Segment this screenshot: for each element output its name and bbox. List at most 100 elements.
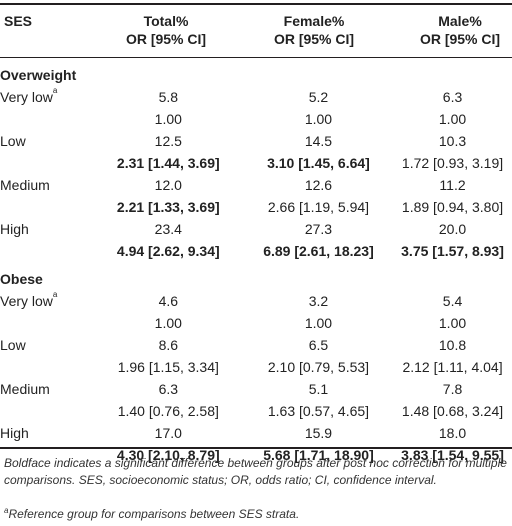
table-row: 1.00 1.00 1.00 — [0, 312, 512, 334]
cell-male: 11.2 — [439, 177, 466, 193]
cell-male: 1.89 [0.94, 3.80] — [401, 199, 504, 215]
cell-male: 7.8 — [442, 381, 463, 397]
cell-total: 12.0 — [154, 177, 182, 193]
cell-female: 27.3 — [304, 221, 333, 237]
cell-female: 1.00 — [304, 315, 333, 331]
table-row: Very lowa 4.6 3.2 5.4 — [0, 290, 512, 312]
cell-total: 6.3 — [158, 381, 179, 397]
row-label: Low — [0, 133, 26, 149]
table-row: 4.30 [2.10, 8.79] 5.68 [1.71, 18.90] 3.8… — [0, 444, 512, 466]
table-row: 1.40 [0.76, 2.58] 1.63 [0.57, 4.65] 1.48… — [0, 400, 512, 422]
footnote-marker: a — [52, 86, 58, 95]
cell-total: 12.5 — [154, 133, 182, 149]
row-label: Very low — [0, 293, 53, 309]
table-row: High 23.4 27.3 20.0 — [0, 218, 512, 240]
header-total: Total% OR [95% CI] — [91, 12, 241, 48]
cell-total: 1.96 [1.15, 3.34] — [117, 359, 219, 375]
cell-female: 1.00 — [304, 111, 333, 127]
cell-female: 14.5 — [304, 133, 333, 149]
cell-female: 5.2 — [308, 89, 329, 105]
table-row: Medium 6.3 5.1 7.8 — [0, 378, 512, 400]
row-label — [0, 240, 93, 262]
table-row: Low 8.6 6.5 10.8 — [0, 334, 512, 356]
header-male-line1: Male% — [438, 13, 482, 29]
row-label — [0, 356, 93, 378]
row-label — [0, 400, 93, 422]
cell-total: 17.0 — [154, 425, 182, 441]
cell-female: 5.1 — [308, 381, 329, 397]
section-overweight: Overweight — [0, 64, 512, 86]
header-female-line2: OR [95% CI] — [273, 31, 355, 47]
cell-female: 15.9 — [304, 425, 333, 441]
cell-female: 3.2 — [308, 293, 329, 309]
cell-male: 3.83 [1.54, 9.55] — [401, 447, 504, 463]
cell-male: 5.4 — [442, 293, 463, 309]
table-row: 2.31 [1.44, 3.69] 3.10 [1.45, 6.64] 1.72… — [0, 152, 512, 174]
table-row: 1.00 1.00 1.00 — [0, 108, 512, 130]
cell-female: 2.10 [0.79, 5.53] — [267, 359, 370, 375]
bottom-rule — [0, 447, 512, 449]
top-rule — [0, 3, 512, 5]
table-row: 4.94 [2.62, 9.34] 6.89 [2.61, 18.23] 3.7… — [0, 240, 512, 262]
cell-male: 3.75 [1.57, 8.93] — [401, 243, 504, 259]
row-label — [0, 152, 93, 174]
cell-total: 2.31 [1.44, 3.69] — [116, 155, 220, 171]
row-label: Medium — [0, 381, 50, 397]
section-title: Overweight — [0, 67, 77, 83]
table-row: Very lowa 5.8 5.2 6.3 — [0, 86, 512, 108]
table-row: Low 12.5 14.5 10.3 — [0, 130, 512, 152]
footnote-reference-text: Reference group for comparisons between … — [8, 507, 300, 521]
table-row: High 17.0 15.9 18.0 — [0, 422, 512, 444]
cell-male: 1.72 [0.93, 3.19] — [401, 155, 504, 171]
cell-female: 12.6 — [304, 177, 333, 193]
footnote-boldface: Boldface indicates a significant differe… — [4, 456, 507, 487]
cell-male: 6.3 — [442, 89, 463, 105]
cell-total: 4.30 [2.10, 8.79] — [116, 447, 220, 463]
footnote-reference: aReference group for comparisons between… — [4, 506, 509, 523]
cell-total: 1.00 — [154, 315, 182, 331]
cell-total: 2.21 [1.33, 3.69] — [116, 199, 220, 215]
header-male: Male% OR [95% CI] — [385, 12, 512, 48]
section-title: Obese — [0, 271, 43, 287]
table-row: 1.96 [1.15, 3.34] 2.10 [0.79, 5.53] 2.12… — [0, 356, 512, 378]
row-label — [0, 108, 93, 130]
cell-male: 10.8 — [438, 337, 467, 353]
cell-total: 1.40 [0.76, 2.58] — [117, 403, 219, 419]
table-row: 2.21 [1.33, 3.69] 2.66 [1.19, 5.94] 1.89… — [0, 196, 512, 218]
footnote-marker: a — [52, 290, 58, 299]
cell-female: 2.66 [1.19, 5.94] — [267, 199, 370, 215]
cell-male: 1.00 — [438, 315, 467, 331]
cell-male: 1.48 [0.68, 3.24] — [401, 403, 504, 419]
cell-male: 1.00 — [438, 111, 467, 127]
header-total-line1: Total% — [143, 13, 189, 29]
cell-male: 20.0 — [438, 221, 467, 237]
header-female-line1: Female% — [283, 13, 345, 29]
row-label — [0, 312, 93, 334]
header-female: Female% OR [95% CI] — [239, 12, 389, 48]
cell-total: 4.6 — [158, 293, 179, 309]
cell-female: 3.10 [1.45, 6.64] — [267, 155, 370, 171]
cell-male: 18.0 — [438, 425, 467, 441]
header-male-line2: OR [95% CI] — [419, 31, 501, 47]
data-table: Overweight Very lowa 5.8 5.2 6.3 1.00 1.… — [0, 64, 512, 466]
row-label: Very low — [0, 89, 53, 105]
header-total-line2: OR [95% CI] — [125, 31, 207, 47]
row-label: High — [0, 221, 29, 237]
cell-total: 8.6 — [158, 337, 179, 353]
cell-male: 2.12 [1.11, 4.04] — [402, 359, 503, 375]
cell-total: 23.4 — [154, 221, 182, 237]
row-label — [0, 196, 93, 218]
row-label: High — [0, 425, 29, 441]
section-obese: Obese — [0, 262, 512, 290]
cell-total: 5.8 — [158, 89, 179, 105]
row-label: Low — [0, 337, 26, 353]
row-label: Medium — [0, 177, 50, 193]
header-ses: SES — [4, 13, 33, 29]
cell-female: 6.5 — [308, 337, 329, 353]
cell-female: 1.63 [0.57, 4.65] — [267, 403, 370, 419]
header-rule — [0, 57, 512, 58]
cell-female: 5.68 [1.71, 18.90] — [263, 447, 374, 463]
footnote-marker: a — [4, 506, 9, 515]
cell-male: 10.3 — [438, 133, 467, 149]
